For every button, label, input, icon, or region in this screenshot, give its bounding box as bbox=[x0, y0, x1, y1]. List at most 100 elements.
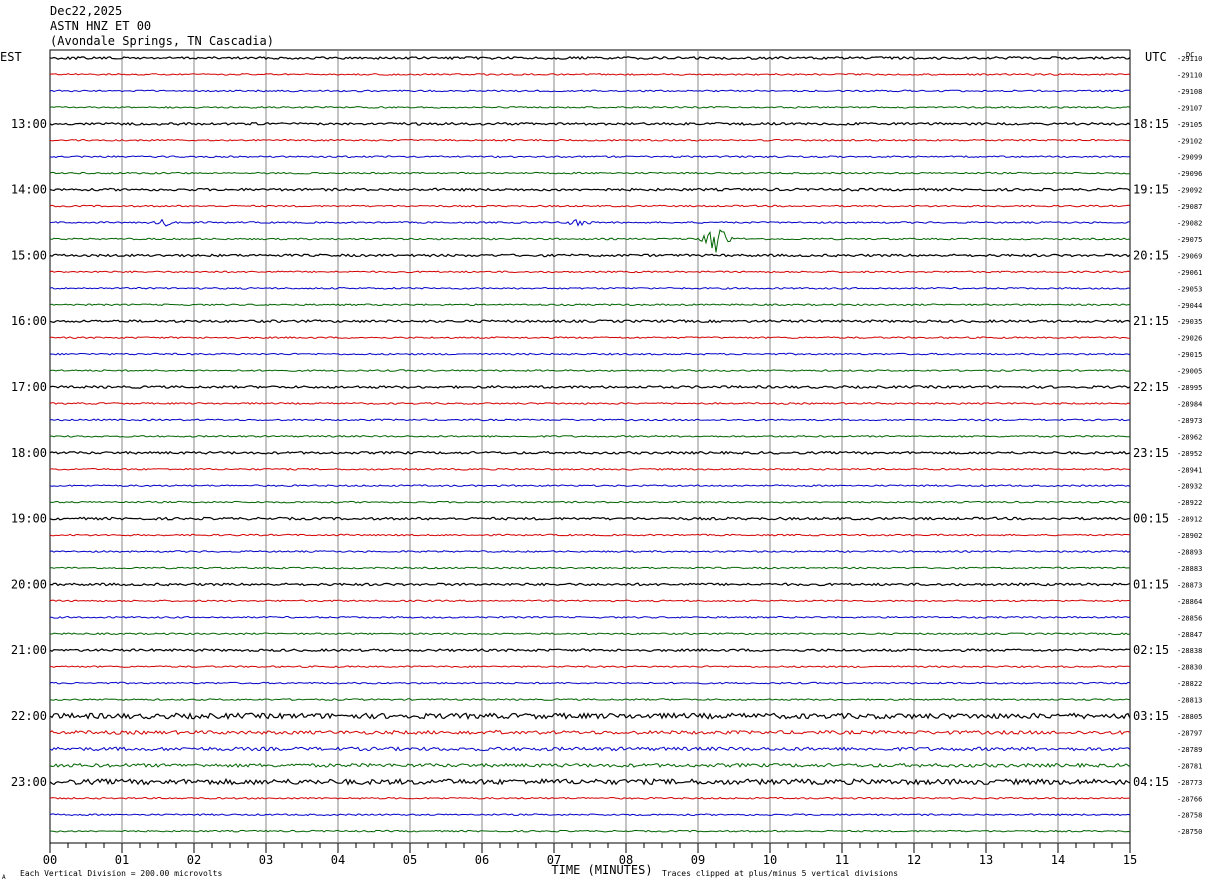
dc-offset-label: -29105 bbox=[1177, 121, 1202, 129]
dc-offset-label: -28995 bbox=[1177, 384, 1202, 392]
x-tick-label: 06 bbox=[475, 853, 489, 867]
seismic-trace bbox=[50, 583, 1130, 585]
seismic-trace bbox=[50, 830, 1130, 832]
dc-offset-label: -29099 bbox=[1177, 154, 1202, 162]
dc-offset-label: -28893 bbox=[1177, 549, 1202, 557]
dc-offset-label: -29044 bbox=[1177, 302, 1202, 310]
dc-offset-label: -29102 bbox=[1177, 137, 1202, 145]
seismic-trace bbox=[50, 764, 1130, 768]
est-hour-label: 13:00 bbox=[11, 117, 47, 131]
seismic-trace bbox=[50, 254, 1130, 256]
dc-offset-label: -28773 bbox=[1177, 779, 1202, 787]
dc-offset-label: -29075 bbox=[1177, 236, 1202, 244]
est-hour-label: 20:00 bbox=[11, 577, 47, 591]
dc-offset-label: -28781 bbox=[1177, 762, 1202, 770]
dc-offset-label: -29107 bbox=[1177, 104, 1202, 112]
dc-offset-label: -28856 bbox=[1177, 614, 1202, 622]
est-hour-label: 21:00 bbox=[11, 643, 47, 657]
dc-offset-label: -29087 bbox=[1177, 203, 1202, 211]
seismic-trace bbox=[50, 156, 1130, 158]
utc-hour-label: 22:15 bbox=[1133, 380, 1169, 394]
seismic-trace bbox=[50, 485, 1130, 487]
seismic-trace bbox=[50, 386, 1130, 388]
seismic-trace bbox=[50, 288, 1130, 290]
utc-hour-label: 20:15 bbox=[1133, 248, 1169, 262]
dc-offset-label: -28758 bbox=[1177, 812, 1202, 820]
est-hour-label: 23:00 bbox=[11, 775, 47, 789]
utc-zone-label: UTC bbox=[1145, 50, 1167, 64]
seismic-trace bbox=[50, 747, 1130, 751]
est-hour-label: 15:00 bbox=[11, 248, 47, 262]
seismic-trace bbox=[50, 140, 1130, 142]
seismic-trace bbox=[50, 220, 1130, 226]
x-axis-label: TIME (MINUTES) bbox=[551, 863, 652, 877]
seismic-trace bbox=[50, 353, 1130, 355]
seismic-trace bbox=[50, 230, 1130, 252]
dc-offset-label: -28922 bbox=[1177, 499, 1202, 507]
x-tick-label: 13 bbox=[979, 853, 993, 867]
utc-hour-label: 04:15 bbox=[1133, 775, 1169, 789]
seismic-trace bbox=[50, 370, 1130, 372]
est-zone-label: EST bbox=[0, 50, 22, 64]
dc-label: DC bbox=[1186, 51, 1194, 59]
seismic-trace bbox=[50, 337, 1130, 339]
utc-hour-label: 21:15 bbox=[1133, 314, 1169, 328]
seismic-trace bbox=[50, 107, 1130, 109]
seismic-trace bbox=[50, 517, 1130, 519]
x-tick-label: 12 bbox=[907, 853, 921, 867]
seismic-trace bbox=[50, 452, 1130, 454]
dc-offset-label: -28822 bbox=[1177, 680, 1202, 688]
dc-offset-label: -28941 bbox=[1177, 466, 1202, 474]
dc-offset-label: -28883 bbox=[1177, 565, 1202, 573]
utc-hour-label: 23:15 bbox=[1133, 446, 1169, 460]
seismic-trace bbox=[50, 779, 1130, 784]
seismic-trace bbox=[50, 172, 1130, 174]
seismic-trace bbox=[50, 320, 1130, 322]
date-label: Dec22,2025 bbox=[50, 4, 122, 19]
seismic-trace bbox=[50, 649, 1130, 651]
utc-hour-label: 00:15 bbox=[1133, 512, 1169, 526]
est-hour-label: 16:00 bbox=[11, 314, 47, 328]
dc-offset-label: -28962 bbox=[1177, 433, 1202, 441]
dc-offset-label: -28847 bbox=[1177, 631, 1202, 639]
dc-offset-label: -29092 bbox=[1177, 187, 1202, 195]
seismic-trace bbox=[50, 90, 1130, 92]
dc-offset-label: -29026 bbox=[1177, 335, 1202, 343]
plot-frame bbox=[50, 50, 1130, 843]
station-label: ASTN HNZ ET 00 bbox=[50, 19, 151, 34]
utc-hour-label: 03:15 bbox=[1133, 709, 1169, 723]
dc-offset-label: -29108 bbox=[1177, 88, 1202, 96]
dc-offset-label: -28932 bbox=[1177, 483, 1202, 491]
dc-offset-label: -28813 bbox=[1177, 697, 1202, 705]
seismic-trace bbox=[50, 469, 1130, 471]
location-label: (Avondale Springs, TN Cascadia) bbox=[50, 34, 274, 49]
est-hour-label: 17:00 bbox=[11, 380, 47, 394]
dc-offset-label: -28864 bbox=[1177, 598, 1202, 606]
dc-offset-label: -29053 bbox=[1177, 285, 1202, 293]
dc-offset-label: -28805 bbox=[1177, 713, 1202, 721]
utc-hour-label: 19:15 bbox=[1133, 183, 1169, 197]
x-tick-label: 11 bbox=[835, 853, 849, 867]
x-tick-label: 00 bbox=[43, 853, 57, 867]
seismic-trace bbox=[50, 699, 1130, 701]
x-tick-label: 01 bbox=[115, 853, 129, 867]
utc-hour-label: 18:15 bbox=[1133, 117, 1169, 131]
clip-note: Traces clipped at plus/minus 5 vertical … bbox=[662, 869, 898, 878]
x-tick-label: 03 bbox=[259, 853, 273, 867]
dc-offset-label: -29082 bbox=[1177, 220, 1202, 228]
est-hour-label: 19:00 bbox=[11, 512, 47, 526]
seismic-trace bbox=[50, 205, 1130, 207]
seismic-trace bbox=[50, 814, 1130, 816]
seismic-trace bbox=[50, 501, 1130, 503]
dc-offset-label: -28973 bbox=[1177, 417, 1202, 425]
seismic-trace bbox=[50, 682, 1130, 684]
seismic-trace bbox=[50, 666, 1130, 668]
dc-offset-label: -29035 bbox=[1177, 318, 1202, 326]
x-tick-label: 14 bbox=[1051, 853, 1065, 867]
x-tick-label: 15 bbox=[1123, 853, 1137, 867]
x-tick-label: 02 bbox=[187, 853, 201, 867]
est-hour-label: 14:00 bbox=[11, 183, 47, 197]
seismic-trace bbox=[50, 617, 1130, 619]
seismic-trace bbox=[50, 551, 1130, 553]
est-hour-label: 18:00 bbox=[11, 446, 47, 460]
